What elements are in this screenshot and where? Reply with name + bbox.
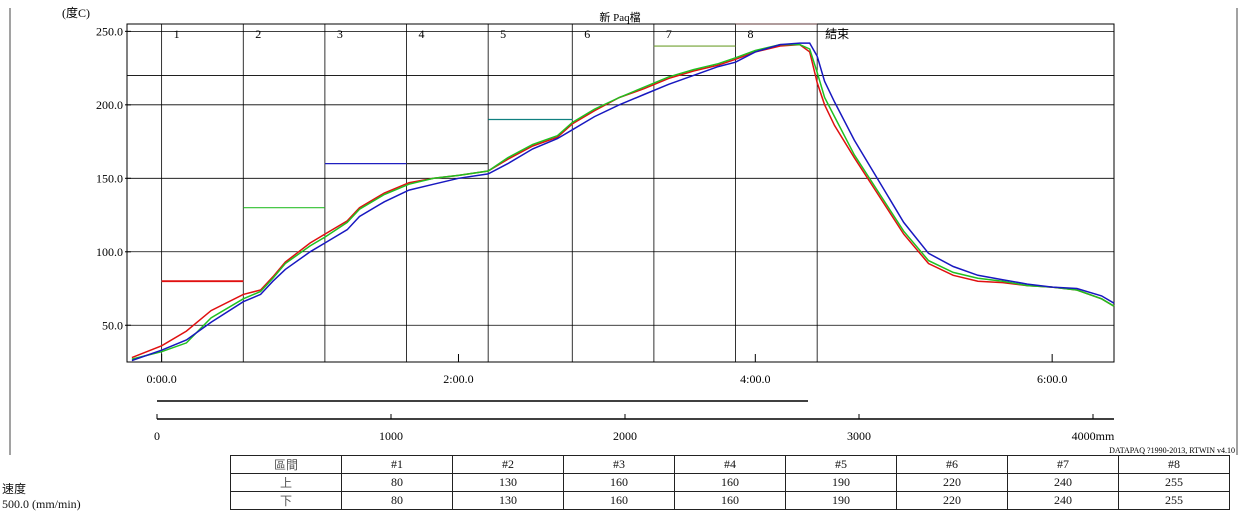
x-tick-label: 6:00.0 [1037, 372, 1067, 386]
table-cell: 160 [674, 491, 786, 510]
plot-area [126, 23, 1115, 363]
distance-tick-label: 4000mm [1072, 429, 1115, 443]
temperature-profile-chart: (度C) 新 Paq檔 1 2 3 4 5 6 7 8 結束 50.0 100.0 150.0 200… [9, 5, 1238, 455]
table-column-header: #3 [563, 455, 675, 474]
table-cell: 190 [785, 473, 897, 492]
table-cell: 80 [341, 473, 453, 492]
distance-tick-label: 0 [154, 429, 160, 443]
table-cell: 160 [674, 473, 786, 492]
zone-label: 2 [255, 27, 261, 41]
table-row: 上 80 130 160 160 190 220 240 255 [230, 473, 1230, 492]
table-header-label: 區間 [230, 455, 342, 474]
distance-tick-label: 3000 [847, 429, 871, 443]
zone-label: 5 [500, 27, 506, 41]
series-line [131, 43, 1115, 359]
x-tick-label: 0:00.0 [146, 372, 176, 386]
y-tick-label: 100.0 [96, 245, 123, 259]
table-cell: 130 [452, 491, 564, 510]
y-axis-unit-label: (度C) [62, 5, 90, 20]
table-cell: 255 [1118, 491, 1230, 510]
speed-value: 500.0 (mm/min) [2, 497, 81, 511]
table-column-header: #6 [896, 455, 1008, 474]
table-column-header: #4 [674, 455, 786, 474]
zone-label: 4 [419, 27, 425, 41]
table-cell: 160 [563, 473, 675, 492]
x-tick-label: 4:00.0 [740, 372, 770, 386]
table-header-row: 區間 #1 #2 #3 #4 #5 #6 #7 #8 [230, 455, 1230, 474]
x-tick-label: 2:00.0 [443, 372, 473, 386]
end-zone-label: 結束 [825, 27, 849, 41]
zone-label: 1 [174, 27, 180, 41]
y-tick-label: 50.0 [102, 318, 123, 332]
zone-label: 6 [584, 27, 590, 41]
table-column-header: #2 [452, 455, 564, 474]
table-column-header: #5 [785, 455, 897, 474]
table-row: 下 80 130 160 160 190 220 240 255 [230, 491, 1230, 510]
series-line [131, 43, 1115, 360]
table-cell: 220 [896, 473, 1008, 492]
table-cell: 240 [1007, 473, 1119, 492]
table-cell: 220 [896, 491, 1008, 510]
table-row-label: 上 [230, 473, 342, 492]
distance-tick-label: 1000 [379, 429, 403, 443]
copyright-label: DATAPAQ ?1990-2013, RTWIN v4.10 [1109, 446, 1235, 455]
table-column-header: #7 [1007, 455, 1119, 474]
table-cell: 160 [563, 491, 675, 510]
zone-label: 8 [748, 27, 754, 41]
table-cell: 190 [785, 491, 897, 510]
y-tick-label: 200.0 [96, 98, 123, 112]
table-cell: 80 [341, 491, 453, 510]
distance-tick-label: 2000 [613, 429, 637, 443]
series-line [131, 42, 1115, 362]
table-row-label: 下 [230, 491, 342, 510]
speed-label: 速度 [2, 482, 27, 496]
y-tick-label: 150.0 [96, 171, 123, 185]
table-cell: 255 [1118, 473, 1230, 492]
zone-label: 7 [666, 27, 672, 41]
table-cell: 130 [452, 473, 564, 492]
table-column-header: #8 [1118, 455, 1230, 474]
y-tick-label: 250.0 [96, 24, 123, 38]
zone-setpoint-table: 區間 #1 #2 #3 #4 #5 #6 #7 #8 上 80 130 160 … [230, 455, 1230, 510]
zone-label: 3 [337, 27, 343, 41]
table-cell: 240 [1007, 491, 1119, 510]
chart-title: 新 Paq檔 [599, 10, 640, 24]
table-column-header: #1 [341, 455, 453, 474]
